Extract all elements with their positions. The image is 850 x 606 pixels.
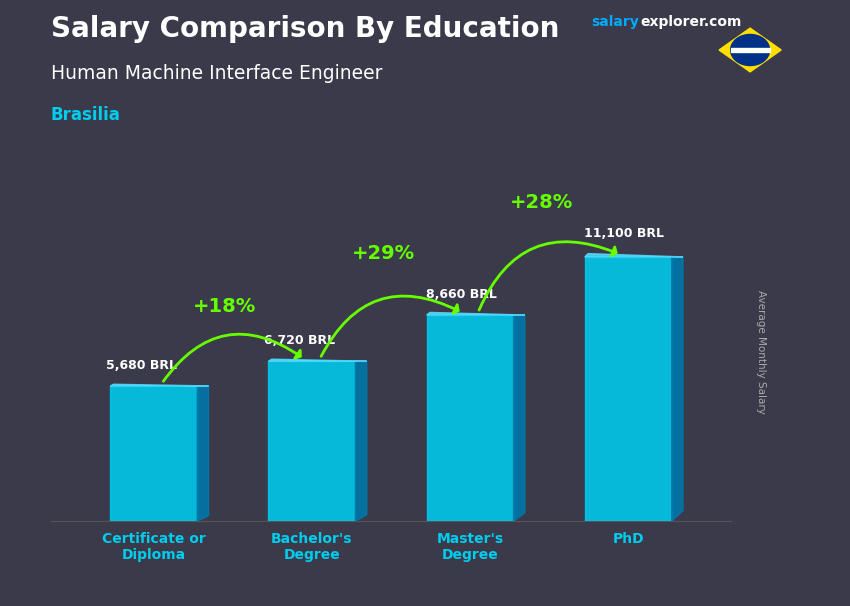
Text: 6,720 BRL: 6,720 BRL xyxy=(264,334,336,347)
Polygon shape xyxy=(269,359,366,361)
Bar xyxy=(731,48,769,52)
Bar xyxy=(427,315,513,521)
Polygon shape xyxy=(513,315,524,521)
Text: salary: salary xyxy=(591,15,638,29)
Circle shape xyxy=(731,35,769,65)
Text: Brasilia: Brasilia xyxy=(51,106,121,124)
Polygon shape xyxy=(585,253,683,257)
Text: +28%: +28% xyxy=(510,193,573,211)
Text: +18%: +18% xyxy=(193,297,257,316)
Text: +29%: +29% xyxy=(352,244,415,262)
Bar xyxy=(585,257,672,521)
Text: Average Monthly Salary: Average Monthly Salary xyxy=(756,290,766,413)
Polygon shape xyxy=(427,313,524,315)
Bar xyxy=(269,361,355,521)
Text: 11,100 BRL: 11,100 BRL xyxy=(584,227,664,240)
Text: Human Machine Interface Engineer: Human Machine Interface Engineer xyxy=(51,64,382,82)
Polygon shape xyxy=(110,384,208,386)
Text: 5,680 BRL: 5,680 BRL xyxy=(106,359,178,371)
Text: 8,660 BRL: 8,660 BRL xyxy=(426,288,496,301)
Polygon shape xyxy=(355,361,366,521)
Text: explorer.com: explorer.com xyxy=(640,15,741,29)
Text: Salary Comparison By Education: Salary Comparison By Education xyxy=(51,15,559,43)
Bar xyxy=(110,386,197,521)
Polygon shape xyxy=(719,28,781,72)
Polygon shape xyxy=(672,257,683,521)
Polygon shape xyxy=(197,386,208,521)
